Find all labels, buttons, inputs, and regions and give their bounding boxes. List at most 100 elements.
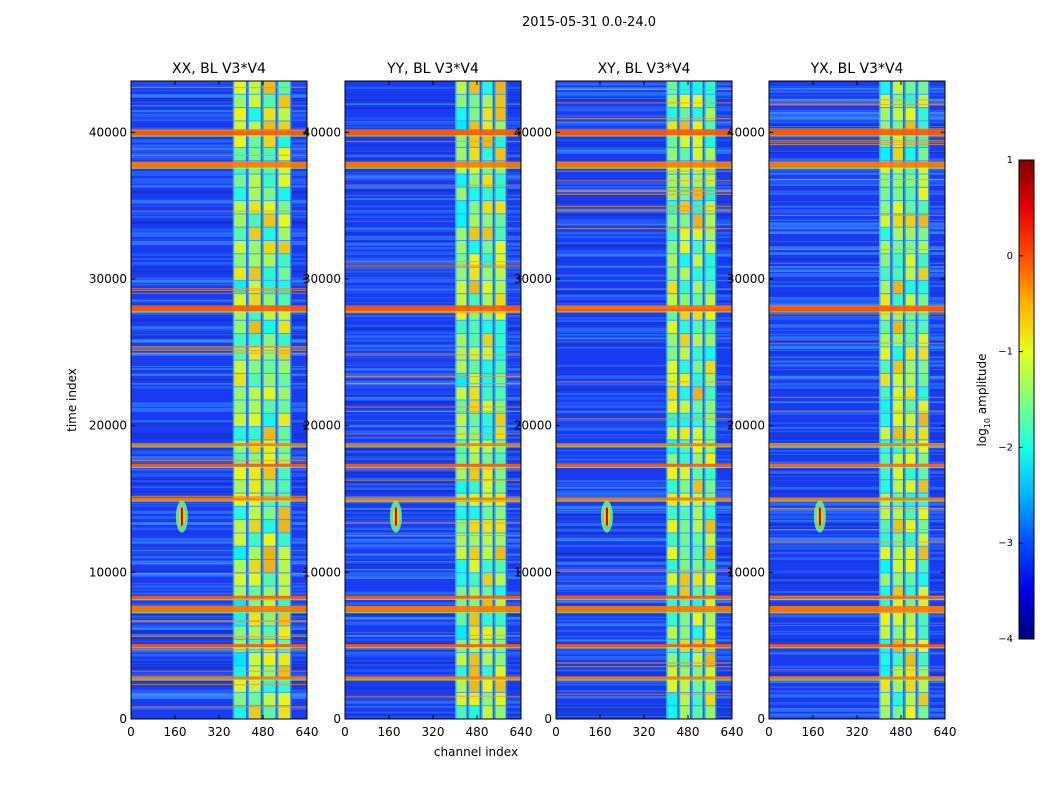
rfi-tile — [263, 187, 276, 201]
noise-row — [556, 559, 732, 561]
flagged-row-edge — [345, 167, 521, 169]
rfi-tile — [667, 347, 678, 360]
rfi-tile — [495, 174, 506, 187]
noise-row — [556, 511, 732, 514]
rfi-tile — [680, 533, 690, 546]
rfi-tile — [263, 307, 276, 320]
rfi-tile — [495, 241, 506, 254]
noise-row — [131, 127, 307, 130]
rfi-tile — [249, 94, 261, 108]
noise-row — [345, 541, 521, 543]
noise-row — [556, 545, 732, 548]
rfi-tile — [278, 214, 291, 227]
rfi-tile — [263, 134, 276, 147]
rfi-tile — [680, 373, 690, 387]
flag-line — [769, 313, 945, 315]
noise-row — [769, 344, 945, 346]
noise-row — [769, 344, 945, 348]
noise-row — [556, 127, 732, 131]
noise-row — [556, 434, 732, 436]
x-tick-label: 480 — [466, 725, 489, 739]
rfi-tile — [278, 466, 291, 480]
rfi-tile — [893, 147, 903, 161]
y-axis-label: time index — [65, 368, 79, 432]
noise-row — [131, 262, 307, 266]
rfi-tile — [456, 653, 467, 666]
noise-row — [131, 482, 307, 485]
noise-row — [556, 567, 732, 569]
noise-row — [345, 545, 521, 549]
noise-row — [131, 574, 307, 577]
noise-row — [769, 124, 945, 127]
noise-row — [345, 171, 521, 175]
noise-row — [345, 561, 521, 562]
noise-row — [556, 587, 732, 590]
noise-row — [556, 490, 732, 494]
rfi-tile — [880, 613, 891, 626]
noise-row — [131, 266, 307, 268]
rfi-tile — [880, 108, 891, 121]
rfi-tile — [495, 626, 506, 639]
rfi-tile — [918, 214, 929, 227]
noise-row — [131, 527, 307, 530]
rfi-tile — [905, 613, 916, 626]
rfi-tile — [705, 241, 716, 254]
noise-row — [345, 123, 521, 125]
rfi-gap — [275, 81, 278, 719]
noise-row — [556, 182, 732, 185]
colorbar-tick-label: 0 — [1007, 251, 1013, 262]
noise-row — [131, 191, 307, 194]
noise-row — [345, 702, 521, 704]
rfi-tile — [918, 573, 929, 586]
noise-row — [556, 426, 732, 429]
rfi-tile — [234, 573, 247, 586]
rfi-tile — [495, 613, 506, 626]
noise-row — [556, 507, 732, 510]
rfi-tile — [495, 413, 506, 427]
rfi-tile — [234, 320, 247, 334]
rfi-tile — [880, 653, 891, 666]
rfi-tile — [667, 81, 678, 94]
noise-row — [769, 420, 945, 422]
noise-row — [769, 603, 945, 606]
rfi-tile — [893, 241, 903, 254]
rfi-tile — [680, 267, 690, 280]
rfi-tile — [278, 520, 291, 533]
noise-row — [556, 383, 732, 385]
noise-row — [556, 347, 732, 349]
noise-row — [556, 705, 732, 707]
noise-row — [769, 269, 945, 273]
rfi-tile — [680, 679, 690, 692]
noise-row — [131, 666, 307, 668]
noise-row — [769, 118, 945, 120]
noise-row — [345, 169, 521, 171]
noise-row — [556, 410, 732, 413]
rfi-tile — [692, 586, 703, 599]
noise-row — [131, 641, 307, 642]
noise-row — [131, 94, 307, 96]
noise-row — [345, 567, 521, 570]
noise-row — [769, 557, 945, 560]
rfi-tile — [680, 453, 690, 466]
flag-line — [345, 376, 521, 378]
noise-row — [345, 173, 521, 176]
noise-row — [556, 275, 732, 277]
rfi-tile — [680, 147, 690, 161]
flagged-row — [769, 606, 945, 612]
rfi-tile — [893, 373, 903, 387]
rfi-tile — [234, 227, 247, 240]
rfi-tile — [905, 533, 916, 546]
rfi-tile — [456, 413, 467, 427]
flagged-row-edge — [769, 446, 945, 448]
flagged-row — [131, 161, 307, 168]
rfi-tile — [456, 466, 467, 480]
flag-line — [345, 695, 521, 697]
rfi-tile — [680, 201, 690, 214]
noise-row — [769, 325, 945, 327]
noise-row — [131, 457, 307, 459]
noise-row — [131, 378, 307, 381]
rfi-tile — [482, 466, 493, 480]
noise-row — [131, 228, 307, 231]
rfi-tile — [680, 81, 690, 94]
rfi-tile — [249, 174, 261, 187]
